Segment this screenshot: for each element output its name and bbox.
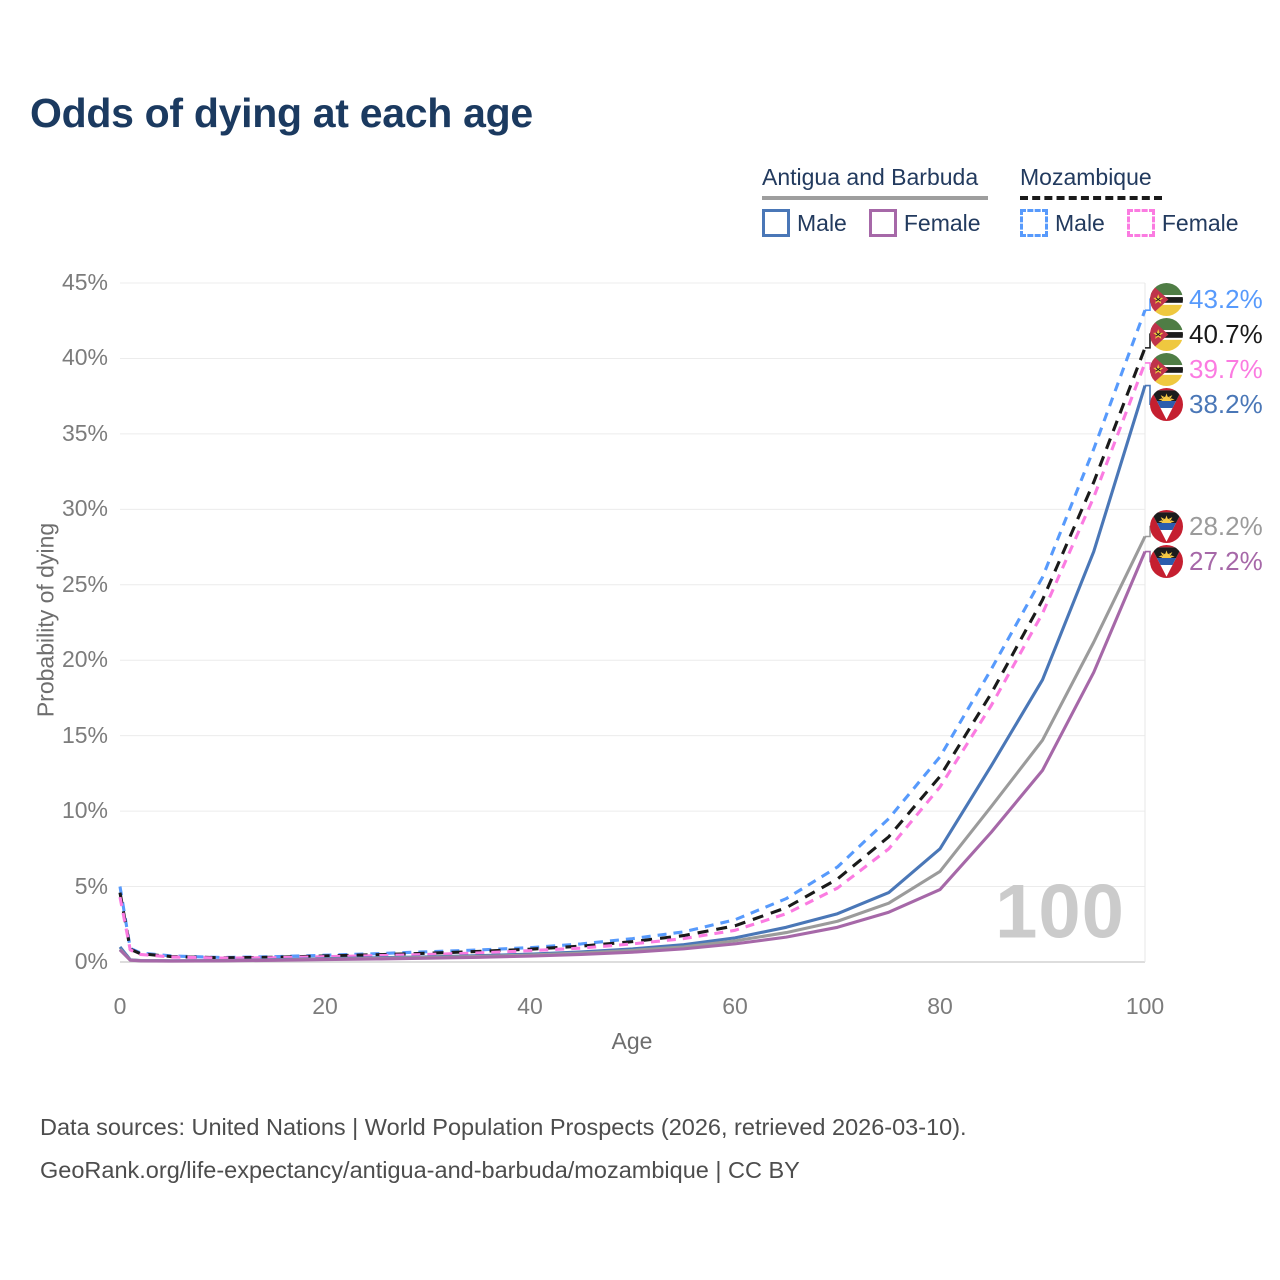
series-line-mozambique-female — [118, 362, 1147, 960]
legend-group-mozambique: Mozambique Male Female — [1020, 164, 1239, 237]
y-axis-title: Probability of dying — [32, 522, 59, 718]
mozambique-female-swatch-icon — [1126, 209, 1155, 237]
y-tick-label-20%: 20% — [61, 646, 108, 673]
series-line-mozambique-male — [118, 309, 1147, 960]
end-label-mozambique-female: 39.7% — [1150, 352, 1263, 386]
legend-items: Male Female — [1020, 209, 1239, 237]
end-label-mozambique-male: 43.2% — [1150, 282, 1263, 316]
mozambique-male-swatch-icon — [1020, 209, 1048, 237]
footer-attribution: GeoRank.org/life-expectancy/antigua-and-… — [40, 1157, 800, 1183]
y-tick-label-35%: 35% — [61, 419, 108, 446]
x-tick-label-100: 100 — [1125, 993, 1165, 1019]
series-line-mozambique-total — [118, 347, 1147, 960]
x-axis-title: Age — [611, 1028, 653, 1054]
antigua-female-swatch-icon — [868, 209, 897, 237]
antigua-and-barbuda-flag-icon — [1150, 388, 1183, 421]
mozambique-flag-icon — [1150, 283, 1183, 316]
y-tick-label-30%: 30% — [61, 495, 108, 522]
y-tick-label-0%: 0% — [74, 948, 108, 974]
end-label-value: 43.2% — [1189, 283, 1263, 314]
age-counter-watermark: 100 — [995, 869, 1125, 955]
y-tick-label-25%: 25% — [61, 570, 108, 597]
legend-item-label: Female — [1161, 209, 1239, 236]
end-label-value: 28.2% — [1189, 511, 1263, 542]
legend-title-mozambique: Mozambique — [1020, 164, 1162, 200]
antigua-and-barbuda-flag-icon — [1150, 545, 1183, 578]
legend-group-antigua-and-barbuda: Antigua and Barbuda Male Female — [762, 164, 989, 237]
x-tick-label-80: 80 — [927, 993, 953, 1019]
legend-item-mozambique-male: Male — [1020, 209, 1105, 237]
x-tick-label-0: 0 — [113, 993, 127, 1019]
series-line-antigua-total — [118, 535, 1147, 963]
end-label-value: 38.2% — [1189, 388, 1263, 419]
y-tick-label-45%: 45% — [61, 269, 108, 295]
legend-item-antigua-male: Male — [762, 209, 847, 237]
series-line-antigua-male — [118, 385, 1147, 963]
y-tick-label-5%: 5% — [74, 872, 108, 899]
end-label-antigua-male: 38.2% — [1150, 387, 1263, 421]
end-label-antigua-total: 28.2% — [1150, 510, 1263, 544]
page-title: Odds of dying at each age — [30, 90, 533, 136]
y-tick-label-40%: 40% — [61, 344, 108, 371]
y-tick-label-10%: 10% — [61, 797, 108, 824]
legend-title-antigua-and-barbuda: Antigua and Barbuda — [762, 164, 989, 200]
footer: Data sources: United Nations | World Pop… — [40, 1106, 967, 1192]
x-tick-label-20: 20 — [312, 993, 338, 1019]
legend-item-label: Male — [1055, 209, 1105, 236]
end-label-mozambique-total: 40.7% — [1150, 317, 1263, 351]
end-label-value: 39.7% — [1189, 353, 1263, 384]
series-line-antigua-female — [118, 550, 1147, 963]
mozambique-flag-icon — [1150, 353, 1183, 386]
end-label-antigua-female: 27.2% — [1150, 545, 1263, 579]
legend-item-label: Male — [797, 209, 847, 236]
y-tick-label-15%: 15% — [61, 721, 108, 748]
antigua-male-swatch-icon — [762, 209, 790, 237]
end-label-value: 27.2% — [1189, 546, 1263, 577]
legend-item-antigua-female: Female — [868, 209, 981, 237]
legend-item-label: Female — [903, 209, 981, 236]
footer-data-sources: Data sources: United Nations | World Pop… — [40, 1114, 967, 1140]
mozambique-flag-icon — [1150, 318, 1183, 351]
x-tick-label-40: 40 — [517, 993, 543, 1019]
legend-item-mozambique-female: Female — [1126, 209, 1239, 237]
antigua-and-barbuda-flag-icon — [1150, 510, 1183, 543]
x-tick-label-60: 60 — [722, 993, 748, 1019]
end-label-value: 40.7% — [1189, 318, 1263, 349]
legend-items: Male Female — [762, 209, 988, 237]
